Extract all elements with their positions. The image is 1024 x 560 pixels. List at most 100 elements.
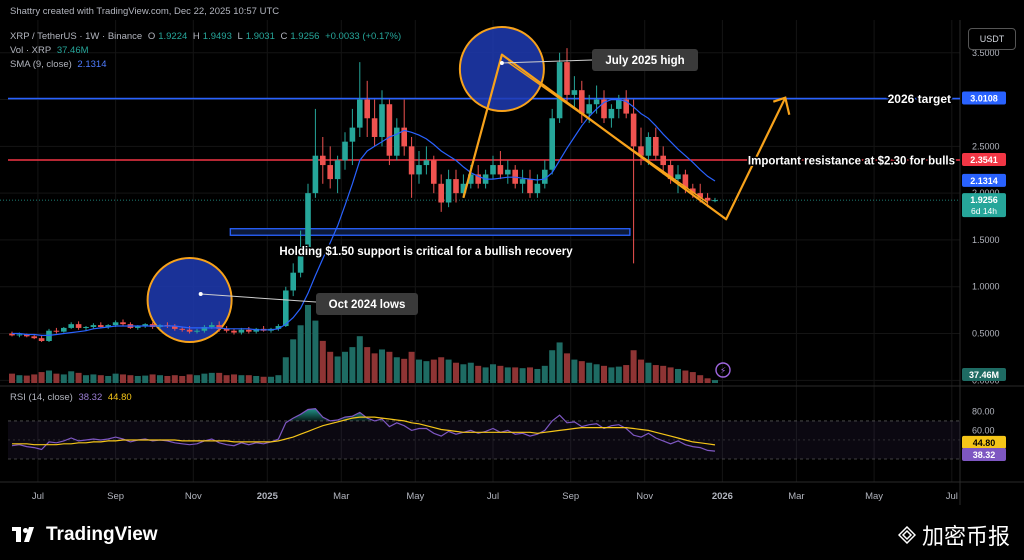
candle-body xyxy=(68,324,74,328)
arrow-head xyxy=(772,96,791,115)
legend-symbol: XRP / TetherUS · 1W · Binance xyxy=(10,31,143,42)
rsi-label: RSI (14, close) xyxy=(10,392,73,403)
time-tick-label: Nov xyxy=(185,491,202,502)
volume-bar xyxy=(60,374,67,383)
volume-bar xyxy=(46,370,52,383)
tradingview-logo[interactable]: TradingView xyxy=(12,520,158,550)
volume-bar xyxy=(645,362,652,383)
oct-lows-label: Oct 2024 lows xyxy=(329,299,406,311)
sma-series-line xyxy=(12,98,716,336)
legend-high-label: H xyxy=(192,31,200,42)
oct-callout-dot xyxy=(198,292,203,296)
volume-bar xyxy=(238,375,245,383)
july-high-label: July 2025 high xyxy=(605,55,684,67)
volume-bar xyxy=(16,375,23,383)
oct-lows-label-box xyxy=(316,293,418,315)
candle-body xyxy=(75,324,82,328)
volume-bar xyxy=(504,367,511,383)
legend-high: 1.9493 xyxy=(202,31,232,42)
volume-bar xyxy=(430,359,437,383)
candle-body xyxy=(519,179,526,184)
candle-body xyxy=(371,118,378,137)
price-tick-label: 2.5000 xyxy=(972,141,1000,151)
candle-body xyxy=(231,330,237,333)
time-tick-label: Sep xyxy=(107,491,124,502)
rsi-badge-label: 38.32 xyxy=(973,450,996,460)
sma-value: 2.1314 xyxy=(77,59,107,70)
price-badge-countdown: 6d 14h xyxy=(971,206,997,216)
candle-body xyxy=(645,136,652,156)
currency-button[interactable]: USDT xyxy=(968,28,1016,50)
volume-bar xyxy=(120,374,126,383)
volume-bar xyxy=(704,378,711,383)
volume-bar xyxy=(364,347,371,383)
price-badge xyxy=(962,153,1006,167)
candle-body xyxy=(105,325,111,327)
candle-body xyxy=(549,118,555,170)
legend-rsi: RSI (14, close) 38.32 44.80 xyxy=(10,392,135,403)
rsi-series-line xyxy=(11,407,716,452)
volume-bar xyxy=(578,361,585,383)
candle-body xyxy=(690,188,696,194)
volume-bar xyxy=(475,365,482,383)
candle-body xyxy=(697,193,703,198)
diamond-logo-icon xyxy=(897,526,916,544)
volume-bar xyxy=(615,366,622,383)
rsi-badge xyxy=(962,448,1006,462)
rsi-tick-label: 60.00 xyxy=(972,425,995,435)
volume-bar xyxy=(134,375,141,383)
volume-bar xyxy=(90,374,97,383)
candle-body xyxy=(475,174,481,184)
volume-bar xyxy=(534,368,541,383)
candle-body xyxy=(556,62,563,119)
volume-bar xyxy=(268,376,274,383)
candle-body xyxy=(349,127,356,142)
target-label: 2026 target xyxy=(888,92,951,106)
candle-body xyxy=(497,165,504,175)
volume-bar xyxy=(393,357,400,383)
volume-bar xyxy=(623,365,630,383)
candle-body xyxy=(24,334,30,337)
volume-bar xyxy=(282,357,289,383)
candle-body xyxy=(712,200,718,202)
candle-body xyxy=(9,333,15,336)
legend-change: +0.0033 (+0.17%) xyxy=(325,31,402,42)
event-icon xyxy=(715,362,731,378)
price-badge xyxy=(962,173,1006,187)
volume-bar xyxy=(438,357,445,383)
price-badge-label: 2.1314 xyxy=(970,176,998,186)
price-tick-label: 1.0000 xyxy=(972,282,1000,292)
volume-bar xyxy=(453,362,459,383)
candle-body xyxy=(135,326,141,328)
volume-bars xyxy=(9,305,718,383)
time-tick-label: May xyxy=(406,491,424,502)
time-tick-label: Jul xyxy=(946,491,958,502)
candle-body xyxy=(438,183,444,203)
candle-body xyxy=(364,99,370,119)
candle-body xyxy=(542,169,548,184)
volume-bar xyxy=(571,359,578,383)
volume-bar xyxy=(334,356,341,383)
volume-bar xyxy=(194,375,200,383)
volume-bar xyxy=(31,374,38,383)
candle-body xyxy=(275,326,282,329)
watermark-text: 加密币报 xyxy=(921,525,1010,550)
candle-body xyxy=(179,328,185,330)
volume-bar xyxy=(201,373,208,383)
volume-bar xyxy=(482,367,489,383)
volume-bar xyxy=(179,375,186,383)
volume-bar xyxy=(467,362,474,383)
candle-body xyxy=(586,104,592,114)
price-badge xyxy=(962,193,1006,218)
support-zone xyxy=(229,228,631,236)
oct-callout-pointer xyxy=(200,293,317,303)
legend-open: 1.9224 xyxy=(158,31,188,42)
candle-body xyxy=(283,290,289,327)
candle-body xyxy=(379,104,385,137)
candle-body xyxy=(564,62,570,95)
lightning-icon: ⚡ xyxy=(720,367,726,377)
candle-body xyxy=(386,104,393,156)
price-badge-label: 3.0108 xyxy=(970,94,998,104)
candle-body xyxy=(186,329,193,332)
